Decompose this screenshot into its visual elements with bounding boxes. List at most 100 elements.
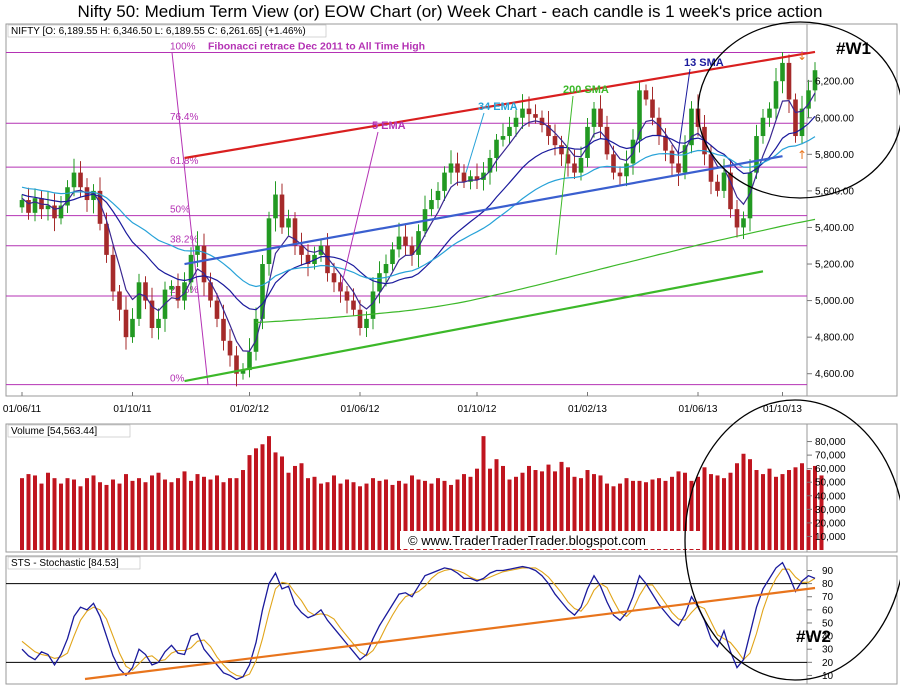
volume-bar [130,480,135,550]
stochastic-series-line [21,567,816,678]
price-annotations: 5 EMA 34 EMA 200 SMA 13 SMA [339,57,724,292]
volume-tick-label: 20,000 [815,518,846,529]
candle-body [786,62,792,100]
volume-tick-label: 60,000 [815,464,846,475]
candle-body [520,108,525,118]
volume-bar [312,476,317,550]
stochastic-series-line [21,561,816,681]
volume-bar [267,436,271,550]
candle-body [611,154,616,173]
volume-bar [176,478,180,550]
candle-body [240,370,246,374]
volume-bar [553,471,557,550]
candle-body [279,194,285,228]
fib-level-label: 50% [170,205,190,216]
stochastic-tick-label: 70 [822,592,834,603]
stochastic-y-ticks: 10 20 30 40 50 60 70 80 90 [807,566,834,682]
volume-bar [494,459,499,550]
volume-bar [735,463,739,550]
candle-body [104,223,109,255]
volume-bar [182,471,187,550]
volume-bar [208,479,213,550]
volume-bar [501,465,505,550]
candle-body [383,264,389,274]
ma-series-line [21,115,816,311]
candle-body [201,245,207,283]
candle-body [728,172,733,210]
ma-annotation: 200 SMA [563,84,609,96]
price-panel-axis-frame [806,23,898,397]
date-tick-label: 01/06/11 [3,404,42,415]
candle-body [760,117,766,137]
date-tick-label: 01/02/13 [568,404,607,415]
volume-bar [325,482,330,550]
volume-bar [455,479,460,550]
ma-annotation: 34 EMA [478,101,518,113]
candle-body [182,282,187,301]
candle-body [357,309,363,329]
volume-bar [709,474,713,550]
volume-bar [442,480,447,550]
stochastic-tick-label: 30 [822,645,834,656]
volume-bar [650,479,655,550]
candle-body [351,300,356,310]
volume-bar [689,480,694,550]
volume-panel-label: Volume [54,563.44] [11,426,97,437]
fib-title: Fibonacci retrace Dec 2011 to All Time H… [208,40,425,52]
candle-body [234,355,239,374]
volume-bar [85,478,89,550]
candle-body [208,282,213,301]
price-tick-label: 5,200.00 [815,260,854,271]
volume-bar [20,478,24,550]
volume-bar [65,478,70,550]
volume-bar [715,475,720,550]
volume-bar [748,459,752,550]
volume-bar [449,484,453,550]
volume-bar [150,475,154,550]
candle-body [429,200,434,210]
volume-bar [46,472,50,550]
candle-body [598,108,603,127]
stochastic-trendline [84,586,816,681]
volume-bar [663,480,668,550]
candle-body [754,136,759,173]
candle-body [130,318,135,338]
candle-body [19,200,25,208]
volume-bar [520,472,525,550]
candle-body [734,209,740,228]
volume-bar [468,476,473,550]
volume-tick-label: 10,000 [815,532,846,543]
volume-bar [488,468,492,550]
volume-bars [20,436,824,550]
volume-bar [462,474,466,550]
watermark: © www.TraderTraderTrader.blogspot.com [408,533,646,548]
volume-bar [787,470,791,550]
volume-bar [195,474,200,550]
candle-body [578,157,584,173]
candle-body [286,218,291,228]
ma-series-line [21,136,816,288]
volume-bar [273,452,278,550]
volume-bar [397,480,401,550]
stochastic-panel-label: STS - Stochastic [84.53] [11,558,119,569]
volume-tick-label: 50,000 [815,478,846,489]
volume-bar [527,465,531,550]
volume-bar [163,479,167,550]
volume-bar [774,476,778,550]
price-tick-label: 5,800.00 [815,150,854,161]
volume-bar [429,483,434,550]
watermark-box [400,531,700,549]
date-tick-label: 01/10/12 [458,404,497,415]
candle-body [546,125,551,137]
candle-body [806,90,811,109]
candle-body [591,108,597,127]
volume-bar [683,472,687,550]
candle-body [585,126,590,158]
candle-body [650,99,655,118]
candle-body [500,136,506,140]
candle-body [799,108,805,137]
volume-bar [221,482,226,550]
candle-body [552,136,558,146]
candle-body [773,81,779,109]
volume-bar [702,467,707,550]
